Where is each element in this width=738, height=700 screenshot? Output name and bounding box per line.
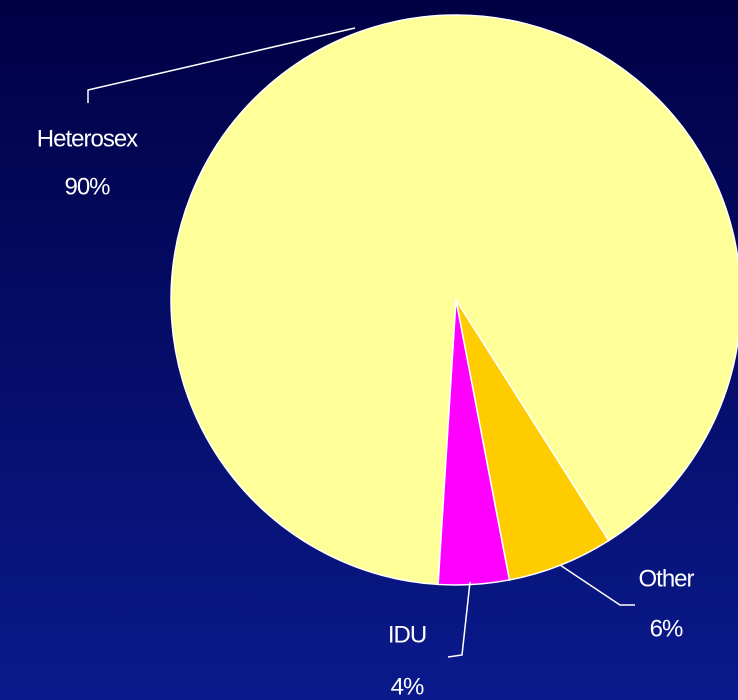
leader-line (447, 581, 471, 658)
pie (170, 14, 738, 586)
slice-label: IDU (388, 621, 426, 648)
slice-value-label: 6% (650, 615, 683, 642)
slice-label: Heterosex (37, 125, 138, 152)
slice-value-label: 90% (64, 173, 110, 200)
pie-slice (437, 299, 511, 586)
slice-label: Other (638, 565, 694, 592)
leader-line (87, 27, 356, 103)
slice-value-label: 4% (391, 673, 424, 700)
leader-line (559, 564, 635, 606)
pie-slice (170, 14, 738, 586)
